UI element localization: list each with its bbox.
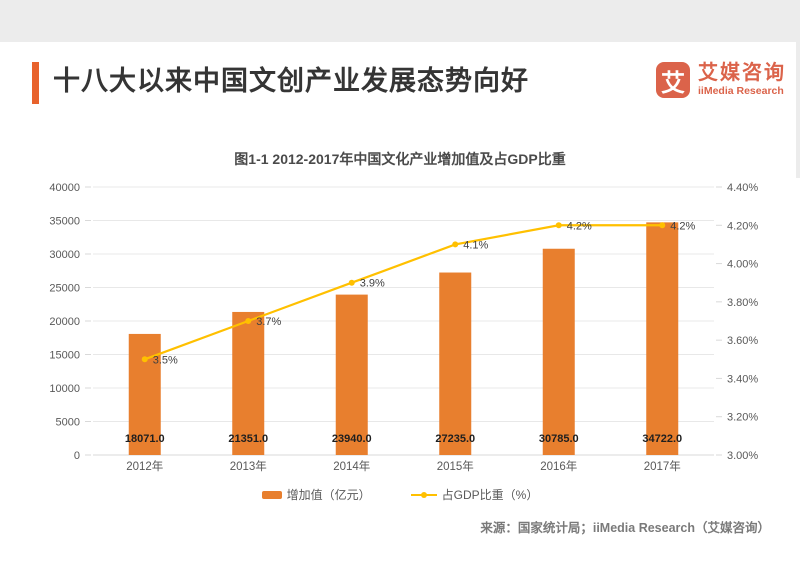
left-axis-tick-label: 5000: [56, 417, 80, 429]
iimedia-logo-icon: 艾: [656, 62, 690, 98]
legend-item-line: 占GDP比重（%）: [410, 486, 539, 503]
page-title: 十八大以来中国文创产业发展态势向好: [53, 66, 529, 96]
x-axis-label: 2014年: [333, 459, 370, 473]
bar-2017年: [646, 222, 679, 455]
x-axis-label: 2012年: [126, 459, 163, 473]
bar-value-label: 18071.0: [125, 433, 165, 445]
bar-series-swatch: [261, 490, 282, 499]
line-value-label: 3.9%: [360, 278, 385, 290]
legend-bar-label: 增加值（亿元）: [286, 488, 371, 502]
left-axis-tick-label: 10000: [49, 383, 80, 395]
bar-2014年: [335, 294, 368, 455]
line-marker: [659, 222, 666, 229]
bar-value-label: 30785.0: [539, 433, 579, 445]
line-value-label: 4.1%: [463, 239, 488, 251]
line-value-label: 3.7%: [256, 316, 281, 328]
left-axis-tick-label: 0: [74, 450, 80, 462]
title-accent-bar: [32, 62, 39, 104]
x-axis-label: 2017年: [644, 459, 681, 473]
bar-value-label: 34722.0: [642, 433, 682, 445]
right-axis-tick-label: 3.80%: [727, 297, 758, 309]
bar-value-label: 27235.0: [435, 433, 475, 445]
bar-value-label: 21351.0: [228, 433, 268, 445]
line-marker: [555, 222, 562, 229]
left-axis-tick-label: 25000: [49, 283, 80, 295]
line-marker: [452, 241, 459, 248]
line-marker: [141, 356, 148, 363]
right-axis-tick-label: 3.00%: [727, 450, 758, 462]
right-axis-tick-label: 4.00%: [727, 259, 758, 271]
bar-2016年: [542, 248, 575, 455]
legend-line-label: 占GDP比重（%）: [441, 488, 539, 502]
right-axis-tick-label: 3.60%: [727, 335, 758, 347]
page-top-gray-band: [0, 0, 800, 42]
line-marker: [348, 279, 355, 286]
left-axis-tick-label: 20000: [49, 316, 80, 328]
left-axis-tick-label: 35000: [49, 216, 80, 228]
chart-legend: 增加值（亿元） 占GDP比重（%）: [0, 486, 800, 503]
line-series-swatch: [410, 491, 437, 499]
line-marker: [245, 318, 252, 324]
bar-2015年: [439, 272, 472, 455]
page-right-gray-edge: [796, 0, 800, 178]
x-axis-label: 2015年: [437, 459, 474, 473]
right-axis-tick-label: 3.40%: [727, 373, 758, 385]
bar-2013年: [232, 311, 265, 455]
bar-2012年: [128, 333, 161, 455]
line-value-label: 3.5%: [153, 354, 178, 366]
source-note: 来源：国家统计局；iiMedia Research（艾媒咨询）: [480, 521, 770, 535]
iimedia-logo: 艾 艾媒咨询 iiMedia Research: [656, 62, 786, 98]
logo-name-cn: 艾媒咨询: [698, 62, 786, 85]
chart-title: 图1-1 2012-2017年中国文化产业增加值及占GDP比重: [234, 151, 566, 167]
gdp-share-line: [144, 224, 663, 361]
line-value-label: 4.2%: [670, 220, 695, 232]
left-axis-tick-label: 15000: [49, 350, 80, 362]
right-axis-tick-label: 3.20%: [727, 412, 758, 424]
bar-value-label: 23940.0: [332, 433, 372, 445]
chart-canvas: 0 5000 10000 15000 20000 25000 30000 35000 40000…: [49, 182, 758, 473]
x-axis-label: 2016年: [540, 459, 577, 473]
left-axis-tick-label: 40000: [49, 182, 80, 194]
iimedia-logo-text: 艾媒咨询 iiMedia Research: [698, 63, 786, 97]
legend-item-bar: 增加值（亿元）: [261, 486, 371, 503]
right-axis-tick-label: 4.20%: [727, 220, 758, 232]
line-value-label: 4.2%: [567, 220, 592, 232]
right-axis-tick-label: 4.40%: [727, 182, 758, 194]
logo-name-en: iiMedia Research: [698, 85, 784, 98]
left-axis-tick-label: 30000: [49, 249, 80, 261]
x-axis-label: 2013年: [230, 459, 267, 473]
